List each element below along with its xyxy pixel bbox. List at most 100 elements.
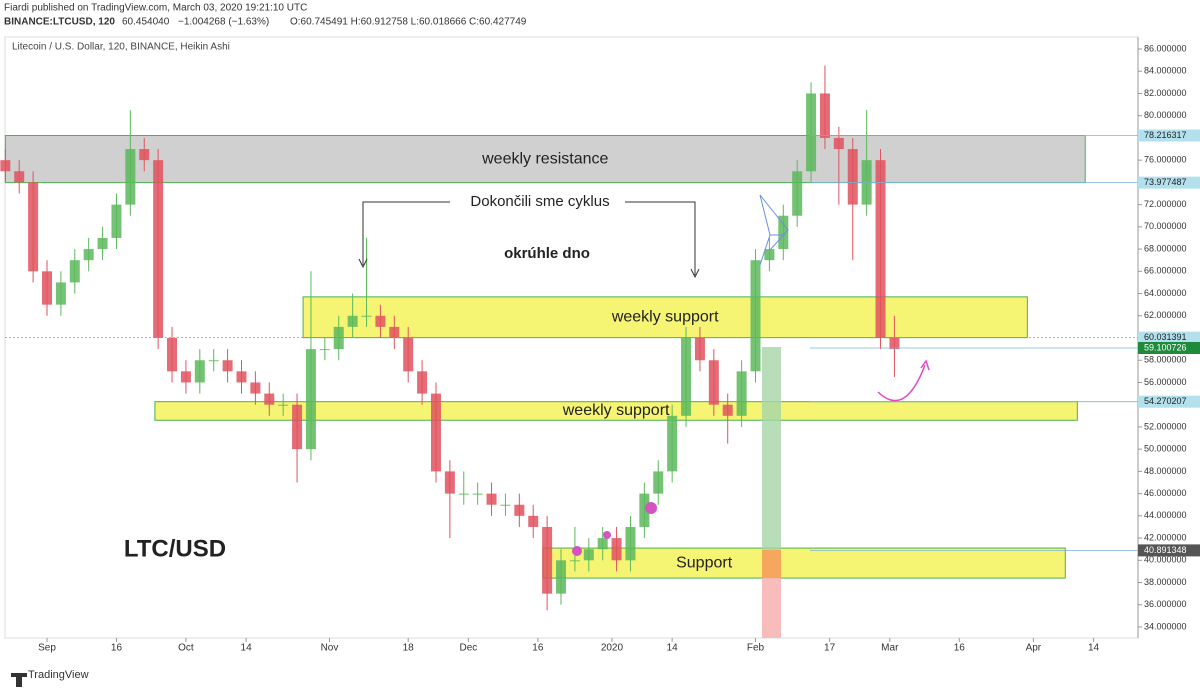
x-tick-label: Apr xyxy=(1026,643,1042,654)
candle-body xyxy=(708,360,719,405)
publish-line: Fiardi published on TradingView.com, Mar… xyxy=(4,3,307,14)
candle-body xyxy=(236,371,247,383)
x-tick-label: 2020 xyxy=(601,643,624,654)
y-tick-label: 36.000000 xyxy=(1144,599,1187,609)
x-tick-label: Dec xyxy=(459,643,477,654)
y-tick-label: 72.000000 xyxy=(1144,199,1187,209)
candle-body xyxy=(764,249,775,261)
y-tick-label: 38.000000 xyxy=(1144,577,1187,587)
annotation: okrúhle dno xyxy=(504,245,590,262)
candle-body xyxy=(722,404,733,416)
symbol: BINANCE:LTCUSD, 120 xyxy=(4,17,115,28)
candle-body xyxy=(97,237,108,250)
candle-body xyxy=(361,315,372,317)
candle-body xyxy=(681,338,692,416)
marker xyxy=(645,502,657,514)
price-label: 73.977487 xyxy=(1144,177,1187,187)
x-tick-label: Oct xyxy=(178,643,194,654)
zone-label: weekly support xyxy=(562,402,670,419)
x-tick-label: 16 xyxy=(111,643,123,654)
y-tick-label: 62.000000 xyxy=(1144,310,1187,320)
candle-body xyxy=(42,271,53,305)
candle-body xyxy=(208,360,219,362)
pattern-lines xyxy=(759,194,789,266)
candle-body xyxy=(833,137,844,150)
candle-body xyxy=(736,371,747,416)
change: −1.004268 (−1.63%) xyxy=(178,17,269,28)
y-tick-label: 76.000000 xyxy=(1144,155,1187,165)
candle-body xyxy=(639,493,650,527)
price-label-box xyxy=(1138,176,1200,189)
chart-title: Litecoin / U.S. Dollar, 120, BINANCE, He… xyxy=(12,42,230,53)
price-label: 40.891348 xyxy=(1144,545,1187,555)
zone-label: weekly resistance xyxy=(481,150,608,167)
marker xyxy=(572,546,582,556)
candle-body xyxy=(806,93,817,172)
candle-body xyxy=(347,315,358,327)
candle-body xyxy=(569,560,580,562)
x-tick-label: 16 xyxy=(954,643,966,654)
price-label: 54.270207 xyxy=(1144,396,1187,406)
price-label: 60.031391 xyxy=(1144,332,1187,342)
candle-body xyxy=(625,526,636,561)
candle-body xyxy=(556,560,567,594)
candle-body xyxy=(819,93,830,138)
zone xyxy=(154,401,1078,421)
price-label-box xyxy=(1138,395,1200,408)
candle-body xyxy=(472,493,483,495)
candle-body xyxy=(847,149,858,205)
candle-body xyxy=(28,182,39,272)
x-tick-label: 17 xyxy=(824,643,836,654)
candle-body xyxy=(528,515,539,527)
x-tick-label: 14 xyxy=(1088,643,1100,654)
y-tick-label: 86.000000 xyxy=(1144,43,1187,53)
candle-body xyxy=(180,371,191,383)
candle-body xyxy=(514,504,525,516)
y-tick-label: 84.000000 xyxy=(1144,66,1187,76)
price-label-box xyxy=(1138,129,1200,142)
candle-body xyxy=(653,471,664,494)
candle-body xyxy=(292,404,303,450)
candle-body xyxy=(611,538,622,561)
bracket-left xyxy=(362,201,450,265)
y-tick-label: 42.000000 xyxy=(1144,532,1187,542)
brand: TradingView xyxy=(28,669,89,681)
candle-body xyxy=(0,160,11,172)
ohlc: O:60.745491 H:60.912758 L:60.018666 C:60… xyxy=(290,17,527,28)
y-tick-label: 58.000000 xyxy=(1144,355,1187,365)
layers: 34.000000 36.000000 38.000000 40.000000 42.0… xyxy=(0,43,1200,654)
candle-body xyxy=(222,360,233,372)
candle-body xyxy=(403,338,414,372)
annotation: LTC/USD xyxy=(124,535,226,562)
candle-body xyxy=(14,171,25,183)
y-tick-label: 46.000000 xyxy=(1144,488,1187,498)
zone-label: Support xyxy=(676,554,733,571)
y-tick-label: 50.000000 xyxy=(1144,444,1187,454)
candle-body xyxy=(486,493,497,505)
candle-body xyxy=(69,260,80,283)
last-price: 60.454040 xyxy=(122,17,170,28)
candle-body xyxy=(750,260,761,372)
candle-body xyxy=(167,338,178,372)
position-entry xyxy=(762,550,781,578)
candle-body xyxy=(125,149,136,205)
candle-body xyxy=(305,349,316,450)
candle-body xyxy=(597,538,608,550)
candle-body xyxy=(430,393,441,472)
y-tick-label: 52.000000 xyxy=(1144,421,1187,431)
candle-body xyxy=(264,393,275,405)
candle-body xyxy=(875,160,886,339)
arrow-head xyxy=(358,258,368,269)
candle-body xyxy=(694,338,705,361)
y-tick-label: 70.000000 xyxy=(1144,221,1187,231)
x-tick-label: 14 xyxy=(667,643,679,654)
candle-body xyxy=(500,504,511,506)
candle-body xyxy=(667,415,678,472)
candle-body xyxy=(83,249,94,261)
candle-body xyxy=(444,471,455,494)
marker xyxy=(603,531,611,539)
bracket-right xyxy=(625,201,696,275)
y-tick-label: 82.000000 xyxy=(1144,88,1187,98)
annotation: Dokončili sme cyklus xyxy=(470,193,609,210)
y-tick-label: 44.000000 xyxy=(1144,510,1187,520)
